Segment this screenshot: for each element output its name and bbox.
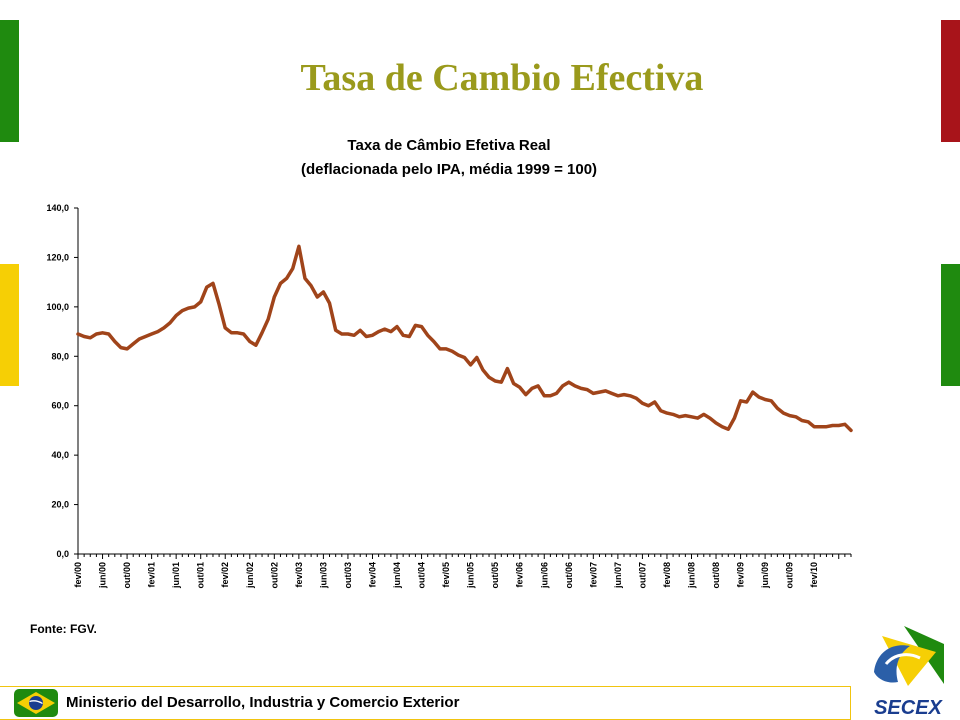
- y-tick-label: 60,0: [51, 401, 69, 411]
- y-tick-label: 80,0: [51, 351, 69, 361]
- x-tick-label: jun/00: [98, 562, 108, 589]
- source-note: Fonte: FGV.: [30, 622, 97, 636]
- x-tick-label: jun/08: [686, 562, 696, 589]
- footer-bar: Ministerio del Desarrollo, Industria y C…: [0, 686, 851, 720]
- x-tick-label: out/07: [637, 562, 647, 589]
- y-tick-label: 100,0: [46, 302, 69, 312]
- y-tick-label: 20,0: [51, 500, 69, 510]
- x-tick-label: out/05: [490, 562, 500, 589]
- accent-bar-left-green: [0, 20, 19, 142]
- accent-bar-right-red: [941, 20, 960, 142]
- footer-text: Ministerio del Desarrollo, Industria y C…: [66, 694, 460, 711]
- x-tick-label: jun/05: [466, 562, 476, 589]
- secex-logo: SECEX: [872, 626, 944, 718]
- y-tick-label: 40,0: [51, 450, 69, 460]
- x-tick-label: fev/09: [736, 562, 746, 588]
- x-tick-label: fev/08: [662, 562, 672, 588]
- line-chart: Taxa de Câmbio Efetiva Real (deflacionad…: [46, 137, 853, 589]
- x-tick-label: fev/04: [367, 562, 377, 588]
- chart-title: Taxa de Câmbio Efetiva Real: [347, 137, 550, 154]
- x-tick-label: fev/07: [588, 562, 598, 588]
- y-tick-label: 120,0: [46, 252, 69, 262]
- x-tick-label: jun/03: [318, 562, 328, 589]
- x-tick-label: fev/05: [441, 562, 451, 588]
- x-tick-label: fev/00: [73, 562, 83, 588]
- x-tick-label: jun/07: [613, 562, 623, 589]
- y-tick-label: 0,0: [56, 549, 69, 559]
- accent-bar-right-green: [941, 264, 960, 386]
- x-axis-ticks: fev/00 jun/00 out/00 fev/01 jun/01 out/01 fev/…: [73, 554, 852, 589]
- x-tick-label: jun/09: [760, 562, 770, 589]
- x-tick-label: fev/06: [515, 562, 525, 588]
- secex-logo-text: SECEX: [874, 697, 943, 718]
- series-line: [76, 244, 853, 433]
- chart-subtitle: (deflacionada pelo IPA, média 1999 = 100…: [301, 161, 597, 178]
- x-tick-label: jun/01: [171, 562, 181, 589]
- x-tick-label: fev/01: [147, 562, 157, 588]
- x-tick-label: out/02: [269, 562, 279, 589]
- slide-title: Tasa de Cambio Efectiva: [300, 57, 704, 99]
- y-tick-label: 140,0: [46, 203, 69, 213]
- x-tick-label: out/08: [711, 562, 721, 589]
- x-tick-label: fev/10: [809, 562, 819, 588]
- x-tick-label: out/00: [122, 562, 132, 589]
- x-tick-label: out/01: [196, 562, 206, 589]
- x-tick-label: out/04: [417, 562, 427, 589]
- x-tick-label: jun/02: [245, 562, 255, 589]
- accent-bar-left-yellow: [0, 264, 19, 386]
- x-tick-label: fev/02: [220, 562, 230, 588]
- y-axis-ticks: 0,0 20,0 40,0 60,0 80,0 100,0 120,0 140,0: [46, 203, 78, 559]
- x-tick-label: out/09: [785, 562, 795, 589]
- x-tick-label: fev/03: [294, 562, 304, 588]
- x-tick-label: jun/04: [392, 562, 402, 589]
- brazil-flag-icon: [14, 689, 58, 717]
- x-tick-label: out/06: [564, 562, 574, 589]
- x-tick-label: out/03: [343, 562, 353, 589]
- x-tick-label: jun/06: [539, 562, 549, 589]
